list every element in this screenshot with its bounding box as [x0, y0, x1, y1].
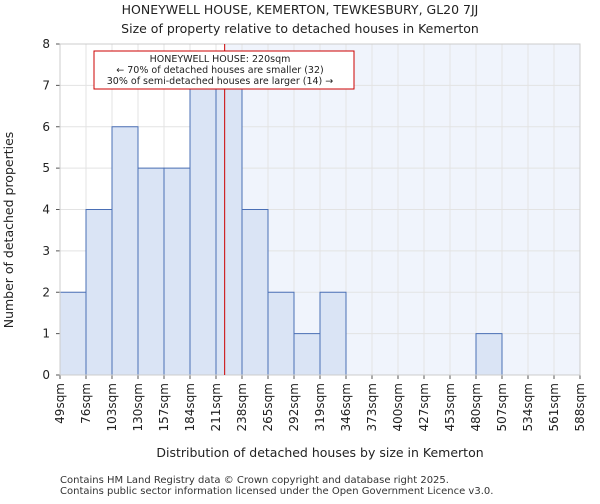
bar: [189, 84, 217, 376]
x-tick-label: 292sqm: [287, 383, 301, 431]
y-tick-label: 4: [42, 203, 50, 217]
y-axis-ticks: 0 1 2 3 4 5 6 7 8: [42, 37, 60, 382]
y-tick-label: 0: [42, 368, 50, 382]
x-axis-label: Distribution of detached houses by size …: [156, 445, 483, 460]
chart-subtitle: Size of property relative to detached ho…: [121, 21, 479, 36]
y-tick-label: 5: [42, 161, 50, 175]
chart-title: HONEYWELL HOUSE, KEMERTON, TEWKESBURY, G…: [122, 2, 479, 17]
bar: [215, 84, 243, 376]
bar: [163, 167, 191, 376]
y-tick-label: 7: [42, 78, 50, 92]
x-tick-label: 400sqm: [391, 383, 405, 431]
x-tick-label: 561sqm: [547, 383, 561, 431]
x-tick-label: 346sqm: [339, 383, 353, 431]
plot-frame: [59, 43, 581, 376]
x-tick-label: 157sqm: [157, 383, 171, 431]
annotation-box: HONEYWELL HOUSE: 220sqm ← 70% of detache…: [93, 50, 355, 90]
bar: [137, 167, 165, 376]
x-tick-label: 49sqm: [53, 383, 67, 424]
x-tick-label: 373sqm: [365, 383, 379, 431]
y-tick-label: 2: [42, 285, 50, 299]
x-tick-label: 588sqm: [573, 383, 587, 431]
x-tick-label: 184sqm: [183, 383, 197, 431]
x-tick-label: 319sqm: [313, 383, 327, 431]
x-tick-label: 265sqm: [261, 383, 275, 431]
x-tick-label: 211sqm: [209, 383, 223, 431]
x-tick-label: 534sqm: [521, 383, 535, 431]
bar: [241, 209, 269, 376]
bar: [267, 291, 295, 376]
bar: [319, 291, 347, 376]
annotation-frame: [93, 50, 355, 90]
x-tick-label: 453sqm: [443, 383, 457, 431]
x-tick-label: 480sqm: [469, 383, 483, 431]
bar: [85, 209, 113, 376]
y-axis-label: Number of detached properties: [1, 132, 16, 329]
annotation-line-2: ← 70% of detached houses are smaller (32…: [116, 65, 323, 76]
bar: [59, 291, 87, 376]
y-tick-label: 1: [42, 327, 50, 341]
x-tick-label: 427sqm: [417, 383, 431, 431]
footer-line-2: Contains public sector information licen…: [60, 486, 493, 497]
bar: [111, 126, 139, 376]
x-tick-label: 507sqm: [495, 383, 509, 431]
footer-line-1: Contains HM Land Registry data © Crown c…: [60, 475, 449, 486]
y-tick-label: 6: [42, 120, 50, 134]
x-tick-label: 103sqm: [105, 383, 119, 431]
annotation-line-3: 30% of semi-detached houses are larger (…: [107, 76, 334, 87]
y-tick-label: 8: [42, 37, 50, 51]
y-tick-label: 3: [42, 244, 50, 258]
x-tick-label: 238sqm: [235, 383, 249, 431]
bar: [475, 333, 503, 376]
bars: [59, 84, 503, 376]
annotation-line-1: HONEYWELL HOUSE: 220sqm: [150, 54, 291, 65]
bar: [293, 333, 321, 376]
x-axis-ticks: 49sqm 76sqm 103sqm 130sqm 157sqm 184sqm 211sqm…: [53, 375, 587, 431]
x-tick-label: 76sqm: [79, 383, 93, 424]
x-tick-label: 130sqm: [131, 383, 145, 431]
